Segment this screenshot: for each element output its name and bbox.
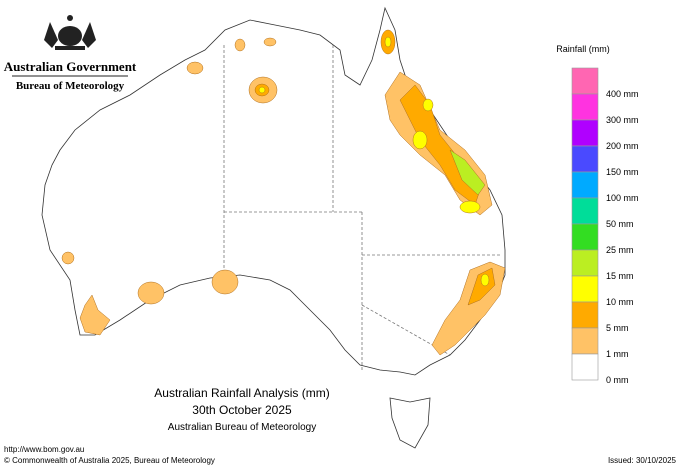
legend-swatch	[571, 67, 599, 95]
legend-swatch	[571, 145, 599, 173]
map-source: Australian Bureau of Meteorology	[168, 422, 316, 433]
legend-swatch	[571, 171, 599, 199]
map-date: 30th October 2025	[192, 403, 292, 417]
legend-title: Rainfall (mm)	[556, 44, 610, 54]
legend-swatch	[571, 353, 599, 381]
tasmania-outline	[389, 397, 431, 449]
footer-issued: Issued: 30/10/2025	[608, 456, 677, 465]
legend-label: 5 mm	[606, 323, 629, 333]
footer-copyright: © Commonwealth of Australia 2025, Bureau…	[4, 456, 215, 465]
rainfall-areas	[61, 29, 506, 356]
legend-label: 15 mm	[606, 271, 634, 281]
legend-label: 25 mm	[606, 245, 634, 255]
legend-swatch	[571, 249, 599, 277]
legend-label: 1 mm	[606, 349, 629, 359]
legend-swatch	[571, 275, 599, 303]
legend-label: 150 mm	[606, 167, 639, 177]
legend-label: 200 mm	[606, 141, 639, 151]
government-name: Australian Government	[4, 59, 137, 74]
legend-swatch	[571, 119, 599, 147]
legend-label: 100 mm	[606, 193, 639, 203]
legend: 400 mm 300 mm 200 mm 150 mm 100 mm 50 mm 25 mm…	[571, 67, 639, 385]
legend-swatch	[571, 327, 599, 355]
legend-label: 300 mm	[606, 115, 639, 125]
legend-swatch	[571, 93, 599, 121]
legend-swatch	[571, 301, 599, 329]
state-borders	[223, 45, 500, 370]
legend-label: 400 mm	[606, 89, 639, 99]
legend-label: 0 mm	[606, 375, 629, 385]
agency-name: Bureau of Meteorology	[16, 80, 125, 92]
legend-swatch	[571, 223, 599, 251]
legend-label: 10 mm	[606, 297, 634, 307]
legend-label: 50 mm	[606, 219, 634, 229]
footer-url: http://www.bom.gov.au	[4, 445, 84, 454]
legend-swatch	[571, 197, 599, 225]
coat-of-arms	[44, 15, 96, 50]
map-title: Australian Rainfall Analysis (mm)	[154, 386, 329, 400]
